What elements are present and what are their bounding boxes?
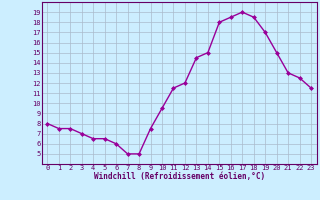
X-axis label: Windchill (Refroidissement éolien,°C): Windchill (Refroidissement éolien,°C) bbox=[94, 172, 265, 181]
